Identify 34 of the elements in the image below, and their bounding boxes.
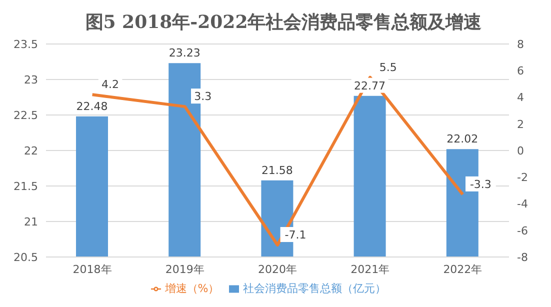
y-tick-label: 22.5 <box>14 108 38 122</box>
data-label: -7.1 <box>284 228 306 242</box>
y-tick-label: 22 <box>24 144 38 158</box>
y-tick-label: 21 <box>24 215 38 228</box>
data-label: 5.5 <box>379 60 397 74</box>
data-label: -3.3 <box>470 178 492 191</box>
x-tick-label: 2021年 <box>350 262 390 276</box>
y-tick-label: 23 <box>24 73 38 86</box>
x-tick-label: 2018年 <box>72 262 112 276</box>
data-label: 22.02 <box>446 132 478 146</box>
y2-tick-label: -4 <box>517 198 528 211</box>
y2-tick-label: 8 <box>517 38 524 51</box>
x-tick-label: 2019年 <box>165 262 204 276</box>
data-label: 23.23 <box>168 46 200 60</box>
y2-tick-label: 4 <box>517 91 524 104</box>
data-label: 21.58 <box>261 164 293 177</box>
x-tick-label: 2022年 <box>443 262 482 276</box>
y2-tick-label: 2 <box>517 118 524 131</box>
y2-tick-label: 6 <box>517 64 524 78</box>
data-label: 4.2 <box>102 78 120 92</box>
x-tick-label: 2020年 <box>258 262 297 276</box>
data-label: 22.77 <box>354 79 386 92</box>
y-tick-label: 23.5 <box>14 38 38 51</box>
legend-label: 增速（%） <box>164 282 220 295</box>
y2-tick-label: -8 <box>517 250 528 264</box>
y-tick-label: 21.5 <box>14 180 38 193</box>
y2-tick-label: -2 <box>517 171 528 184</box>
chart-title: 图5 2018年-2022年社会消费品零售总额及增速 <box>84 11 483 35</box>
data-label: 22.48 <box>76 100 108 113</box>
y2-tick-label: -6 <box>517 224 528 238</box>
y-tick-label: 20.5 <box>14 250 38 264</box>
data-label: 3.3 <box>194 90 212 104</box>
y2-tick-label: 0 <box>517 144 524 158</box>
legend-label: 社会消费品零售总额（亿元） <box>243 282 386 295</box>
